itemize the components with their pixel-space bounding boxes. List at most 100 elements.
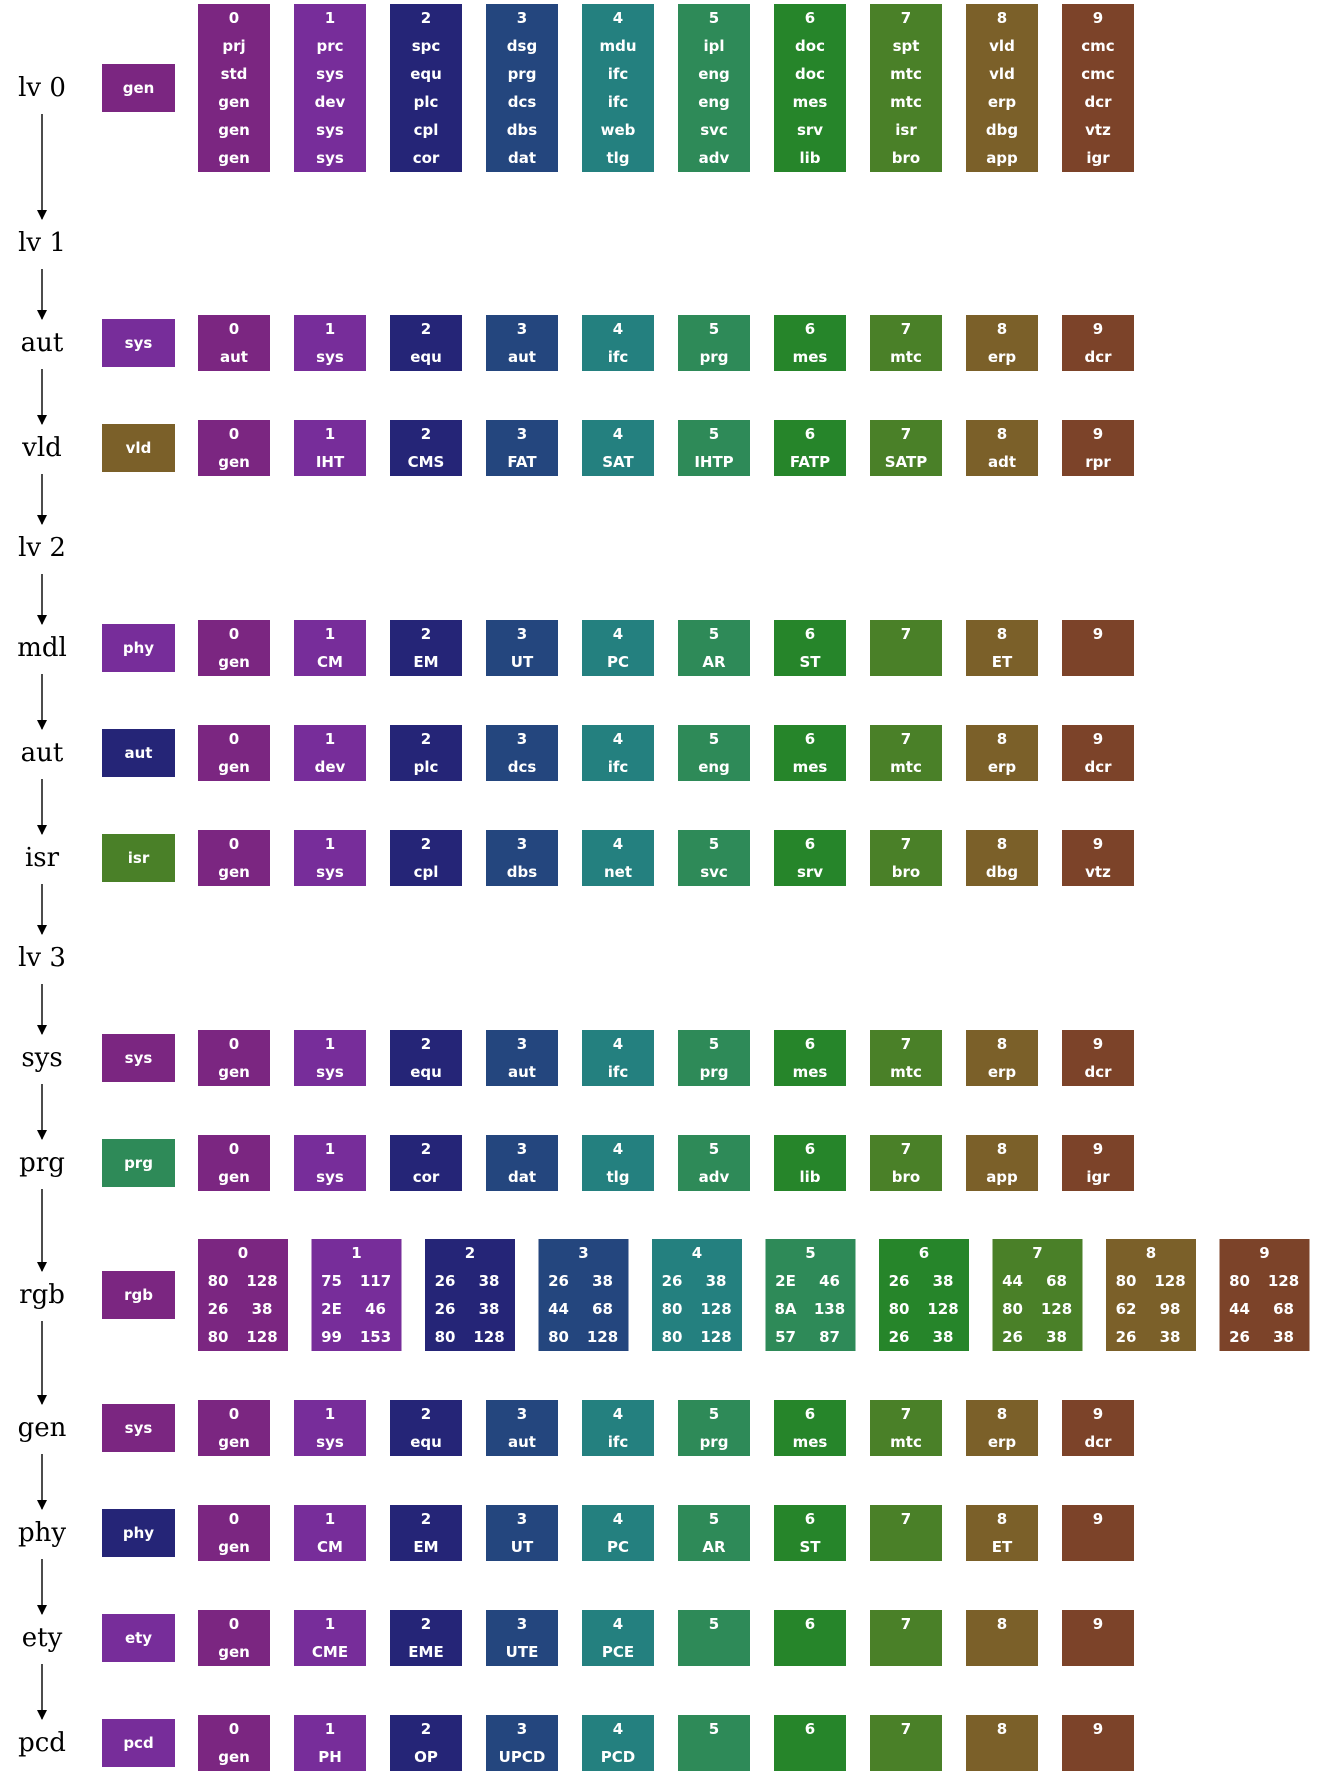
cell-value: srv	[797, 121, 823, 139]
row-gen: gen sys 0 gen 1 sys 2 equ 3 aut 4 ifc 5 prg 6 mes 7 mtc 8 e…	[18, 1400, 1134, 1456]
cell-box	[198, 725, 270, 781]
cell-value: 26	[208, 1300, 229, 1318]
cell-value: 68	[592, 1300, 613, 1318]
cell-index: 7	[901, 625, 911, 643]
cell-index: 3	[517, 1140, 527, 1158]
cell-box	[425, 1239, 515, 1351]
cell-value: equ	[410, 1063, 442, 1081]
cell-index: 6	[805, 1035, 815, 1053]
tag-box	[102, 1271, 175, 1319]
cell-index: 1	[325, 425, 335, 443]
cell-value: EME	[408, 1643, 443, 1661]
cell-value: gen	[218, 453, 250, 471]
cell-value: 80	[662, 1328, 683, 1346]
row-lv-1: lv 1	[18, 228, 66, 258]
cell-index: 3	[517, 1720, 527, 1738]
cell-index: 5	[805, 1244, 815, 1262]
cell-index: 9	[1093, 835, 1103, 853]
cell-index: 5	[709, 425, 719, 443]
cell-box	[774, 620, 846, 676]
cell-value: mtc	[890, 1063, 922, 1081]
cell-box	[582, 1505, 654, 1561]
cell-box	[311, 1239, 402, 1351]
level-label: mdl	[17, 633, 67, 663]
cell-box	[966, 1715, 1038, 1771]
cell-index: 5	[709, 1510, 719, 1528]
cell-value: erp	[988, 1063, 1017, 1081]
cell-index: 7	[901, 835, 911, 853]
cell-box	[966, 4, 1038, 172]
cell-value: spt	[893, 37, 920, 55]
cell-box	[486, 4, 558, 172]
cell-box	[870, 1505, 942, 1561]
cell-box	[992, 1239, 1083, 1351]
level-label: lv 3	[18, 943, 66, 973]
cell-value: prg	[700, 1433, 729, 1451]
cell-box	[486, 1610, 558, 1666]
cell-value: 38	[1046, 1328, 1067, 1346]
cell-value: 38	[479, 1300, 500, 1318]
cell-value: dcr	[1084, 1063, 1112, 1081]
cell-value: bro	[892, 863, 920, 881]
cell-box	[198, 420, 270, 476]
cell-value: PC	[607, 1538, 629, 1556]
cell-value: 8A	[774, 1300, 796, 1318]
cell-value: 38	[252, 1300, 273, 1318]
cell-index: 8	[997, 1405, 1007, 1423]
cell-value: sys	[316, 1063, 344, 1081]
cell-index: 1	[325, 835, 335, 853]
cell-index: 7	[901, 1615, 911, 1633]
level-label: lv 1	[18, 228, 66, 258]
cell-box	[486, 830, 558, 886]
cell-index: 9	[1259, 1244, 1269, 1262]
cell-value: 44	[548, 1300, 569, 1318]
cell-box	[870, 1135, 942, 1191]
cell-value: vtz	[1085, 121, 1111, 139]
cell-index: 6	[805, 835, 815, 853]
cell-index: 8	[997, 1510, 1007, 1528]
cell-value: dcr	[1084, 758, 1112, 776]
level-label: gen	[18, 1413, 67, 1443]
level-label: lv 2	[18, 533, 66, 563]
row-phy: phy phy 0 gen 1 CM 2 EM 3 UT 4 PC 5 AR 6 ST 7 8 ET 9	[18, 1505, 1134, 1561]
cell-box	[774, 830, 846, 886]
cell-value: doc	[795, 37, 825, 55]
cell-value: 38	[706, 1272, 727, 1290]
cell-value: cor	[413, 149, 440, 167]
cell-box	[678, 725, 750, 781]
cell-box	[774, 1610, 846, 1666]
cell-value: dev	[315, 758, 346, 776]
cell-value: 80	[435, 1328, 456, 1346]
cell-box	[198, 4, 270, 172]
cell-index: 5	[709, 9, 719, 27]
cell-value: aut	[508, 1433, 536, 1451]
cell-box	[774, 1400, 846, 1456]
cell-value: dbs	[507, 863, 537, 881]
cell-index: 1	[325, 320, 335, 338]
cell-value: dat	[508, 1168, 536, 1186]
cell-index: 8	[997, 1615, 1007, 1633]
cell-box	[294, 1400, 366, 1456]
cell-index: 3	[517, 425, 527, 443]
cell-value: prg	[700, 1063, 729, 1081]
cell-box	[198, 1400, 270, 1456]
cell-value: 128	[587, 1328, 618, 1346]
cell-value: gen	[218, 1538, 250, 1556]
cell-value: 128	[246, 1328, 277, 1346]
cell-value: bro	[892, 1168, 920, 1186]
cell-box	[966, 725, 1038, 781]
cell-index: 0	[229, 1405, 239, 1423]
row-prg: prg prg 0 gen 1 sys 2 cor 3 dat 4 tlg 5 adv 6 lib 7 bro 8 a…	[19, 1135, 1134, 1191]
cell-box	[774, 420, 846, 476]
cell-box	[294, 4, 366, 172]
cell-value: mes	[793, 1063, 828, 1081]
cell-value: prj	[222, 37, 245, 55]
cell-value: AR	[702, 653, 726, 671]
cell-index: 8	[997, 835, 1007, 853]
cell-box	[774, 725, 846, 781]
cell-index: 0	[229, 1140, 239, 1158]
cell-index: 7	[1032, 1244, 1042, 1262]
cell-box	[678, 830, 750, 886]
